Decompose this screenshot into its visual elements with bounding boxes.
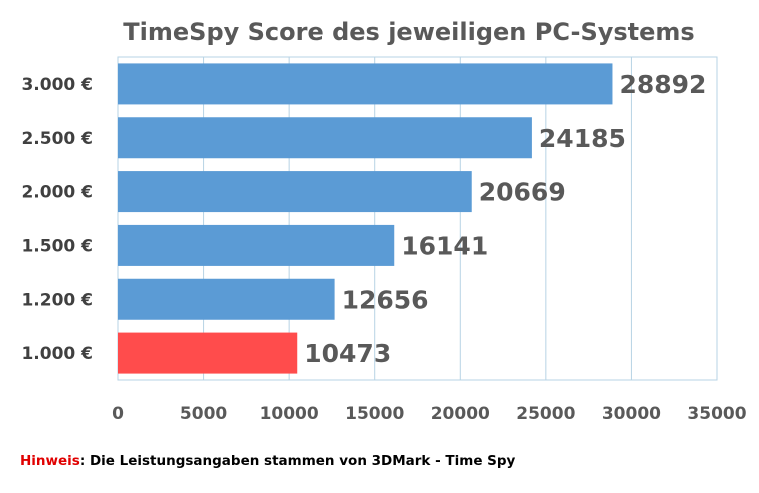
footnote-separator: :	[79, 453, 90, 469]
category-label: 1.000 €	[21, 344, 93, 364]
bar	[118, 278, 335, 320]
footnote-label: Hinweis	[20, 453, 80, 469]
x-tick-label: 35000	[687, 404, 746, 424]
bar	[118, 117, 532, 159]
bar-layer	[118, 63, 613, 374]
footnote-text: Die Leistungsangaben stammen von 3DMark …	[89, 453, 516, 469]
data-label: 20669	[479, 178, 566, 207]
x-tick-label: 30000	[602, 404, 661, 424]
category-label: 1.500 €	[21, 236, 93, 256]
grid-layer	[117, 56, 718, 381]
footnote: Hinweis: Die Leistungsangaben stammen vo…	[20, 453, 515, 469]
bar	[118, 332, 298, 374]
bar	[118, 224, 395, 266]
data-label: 28892	[619, 70, 706, 99]
category-label: 2.500 €	[21, 129, 93, 149]
chart-title: TimeSpy Score des jeweiligen PC-Systems	[123, 18, 694, 46]
bar	[118, 171, 472, 213]
x-tick-label: 10000	[260, 404, 319, 424]
label-layer: 3.000 € 28892 2.500 € 24185 2.000 € 20669 1.50…	[21, 70, 706, 368]
plot-frame	[117, 56, 718, 381]
x-tick-label: 0	[112, 404, 124, 424]
category-label: 1.200 €	[21, 290, 93, 310]
category-label: 3.000 €	[21, 75, 93, 95]
data-label: 24185	[539, 124, 626, 153]
bar	[118, 63, 613, 105]
category-label: 2.000 €	[21, 183, 93, 203]
data-label: 12656	[342, 285, 429, 314]
x-tick-label: 20000	[431, 404, 490, 424]
data-label: 16141	[401, 231, 488, 260]
x-tick-label: 25000	[516, 404, 575, 424]
data-label: 10473	[304, 339, 391, 368]
x-tick-label: 15000	[345, 404, 404, 424]
x-tick-label: 5000	[180, 404, 227, 424]
tick-layer: 0 5000 10000 15000 20000 25000 30000 35000	[112, 404, 747, 424]
